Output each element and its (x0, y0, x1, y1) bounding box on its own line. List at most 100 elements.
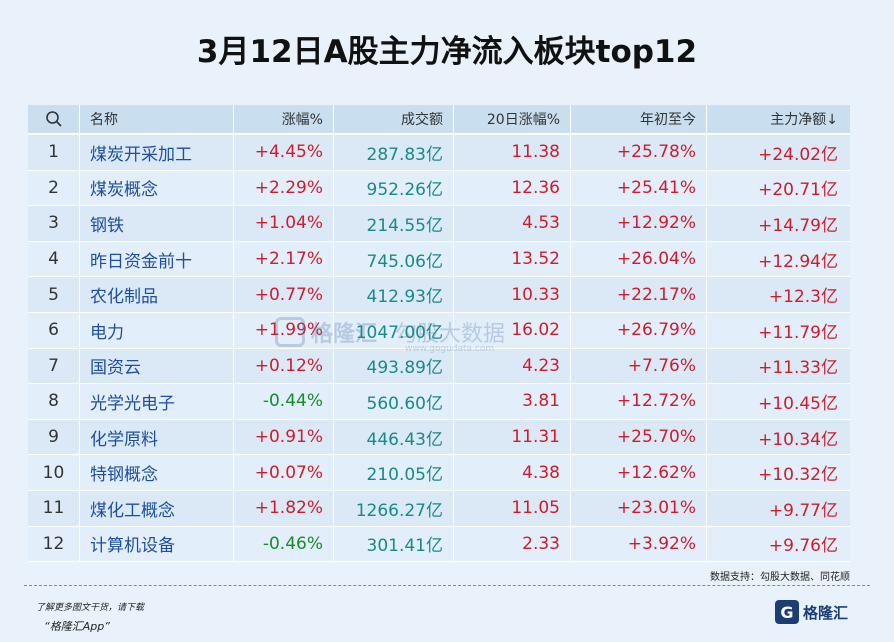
cell-20d-change: 13.52 (454, 241, 571, 277)
cell-20d-change: 16.02 (454, 312, 571, 348)
cell-volume: 745.06亿 (334, 241, 454, 277)
cell-change: +1.82% (234, 490, 334, 526)
table-row[interactable]: 11 煤化工概念 +1.82% 1266.27亿 11.05 +23.01% +9.77亿 (28, 490, 850, 527)
cell-net-inflow: +11.79亿 (758, 322, 838, 343)
cell-volume: 301.41亿 (334, 526, 454, 562)
cell-20d-change: 12.36 (454, 170, 571, 206)
header-net-inflow[interactable]: 主力净额↓ (770, 112, 838, 128)
cell-name: 电力 (80, 312, 234, 348)
cell-net-inflow: +24.02亿 (758, 144, 838, 165)
cell-name: 煤炭概念 (80, 170, 234, 206)
cell-net-inflow: +14.79亿 (758, 215, 838, 236)
header-change[interactable]: 涨幅% (234, 105, 334, 133)
header-volume[interactable]: 成交额 (334, 105, 454, 133)
cell-20d-change: 2.33 (454, 526, 571, 562)
cell-volume: 560.60亿 (334, 384, 454, 419)
cell-change: +2.17% (234, 241, 334, 277)
cell-20d-change: 10.33 (454, 277, 571, 312)
sector-table: 名称 涨幅% 成交额 20日涨幅% 年初至今 主力净额↓ 1 煤炭开采加工 +4.4… (28, 105, 850, 563)
cell-ytd: +26.79% (571, 312, 707, 348)
cell-change: +0.77% (234, 277, 334, 312)
brand[interactable]: G 格隆汇 (774, 600, 848, 624)
cell-ytd: +7.76% (571, 348, 707, 384)
search-icon (45, 111, 62, 127)
cell-name: 化学原料 (80, 419, 234, 455)
cell-change: +1.04% (234, 206, 334, 241)
table-row[interactable]: 6 电力 +1.99% 1047.00亿 16.02 +26.79% +11.79亿 (28, 312, 850, 349)
header-20d-change[interactable]: 20日涨幅% (454, 105, 571, 133)
cell-20d-change: 3.81 (454, 384, 571, 419)
table-row[interactable]: 7 国资云 +0.12% 493.89亿 4.23 +7.76% +11.33亿 (28, 348, 850, 385)
table-row[interactable]: 1 煤炭开采加工 +4.45% 287.83亿 11.38 +25.78% +24.02亿 (28, 135, 850, 171)
table-row[interactable]: 3 钢铁 +1.04% 214.55亿 4.53 +12.92% +14.79亿 (28, 206, 850, 242)
cell-rank: 5 (28, 277, 80, 312)
cell-net-inflow: +10.34亿 (758, 429, 838, 450)
cell-ytd: +25.78% (571, 135, 707, 170)
cell-volume: 1047.00亿 (334, 312, 454, 348)
header-ytd[interactable]: 年初至今 (571, 105, 707, 133)
cell-rank: 11 (28, 490, 80, 526)
cell-20d-change: 11.31 (454, 419, 571, 455)
cell-name: 煤炭开采加工 (80, 135, 234, 170)
cell-net-inflow: +10.32亿 (758, 465, 838, 486)
cell-rank: 6 (28, 312, 80, 348)
cell-name: 农化制品 (80, 277, 234, 312)
cell-name: 煤化工概念 (80, 490, 234, 526)
cell-change: +2.29% (234, 170, 334, 206)
table-row[interactable]: 2 煤炭概念 +2.29% 952.26亿 12.36 +25.41% +20.71亿 (28, 170, 850, 207)
cell-ytd: +12.72% (571, 384, 707, 419)
cell-volume: 1266.27亿 (334, 490, 454, 526)
cell-ytd: +22.17% (571, 277, 707, 312)
cell-name: 钢铁 (80, 206, 234, 241)
cell-net-inflow: +12.3亿 (768, 287, 838, 308)
table-row[interactable]: 12 计算机设备 -0.46% 301.41亿 2.33 +3.92% +9.76亿 (28, 526, 850, 563)
cell-name: 特钢概念 (80, 455, 234, 490)
table-row[interactable]: 9 化学原料 +0.91% 446.43亿 11.31 +25.70% +10.34亿 (28, 419, 850, 456)
cell-rank: 4 (28, 241, 80, 277)
cell-change: -0.44% (234, 384, 334, 419)
data-source: 数据支持：勾股大数据、同花顺 (710, 572, 850, 583)
cell-name: 昨日资金前十 (80, 241, 234, 277)
table-row[interactable]: 8 光学光电子 -0.44% 560.60亿 3.81 +12.72% +10.45亿 (28, 384, 850, 420)
cell-net-inflow: +12.94亿 (758, 251, 838, 272)
cell-volume: 952.26亿 (334, 170, 454, 206)
cell-net-inflow: +9.77亿 (768, 500, 838, 521)
cell-rank: 7 (28, 348, 80, 384)
promo-line-2: “格隆汇App” (44, 620, 110, 633)
table-row[interactable]: 4 昨日资金前十 +2.17% 745.06亿 13.52 +26.04% +12.94亿 (28, 241, 850, 278)
cell-rank: 10 (28, 455, 80, 490)
cell-net-inflow: +9.76亿 (768, 536, 838, 557)
promo-line-1: 了解更多图文干货，请下载 (36, 603, 145, 613)
cell-rank: 3 (28, 206, 80, 241)
cell-net-inflow: +20.71亿 (758, 180, 838, 201)
cell-net-inflow: +11.33亿 (758, 358, 838, 379)
cell-volume: 214.55亿 (334, 206, 454, 241)
cell-name: 计算机设备 (80, 526, 234, 562)
cell-rank: 1 (28, 135, 80, 170)
cell-name: 光学光电子 (80, 384, 234, 419)
brand-logo-icon: G (774, 600, 799, 624)
table-row[interactable]: 5 农化制品 +0.77% 412.93亿 10.33 +22.17% +12.3亿 (28, 277, 850, 313)
cell-volume: 287.83亿 (334, 135, 454, 170)
cell-20d-change: 11.38 (454, 135, 571, 170)
footer-divider (24, 585, 870, 586)
cell-ytd: +12.92% (571, 206, 707, 241)
cell-rank: 9 (28, 419, 80, 455)
brand-name: 格隆汇 (802, 603, 848, 622)
cell-ytd: +25.41% (571, 170, 707, 206)
header-name[interactable]: 名称 (80, 105, 234, 133)
cell-20d-change: 4.38 (454, 455, 571, 490)
cell-name: 国资云 (80, 348, 234, 384)
cell-20d-change: 4.23 (454, 348, 571, 384)
search-button[interactable] (28, 105, 80, 133)
table-row[interactable]: 10 特钢概念 +0.07% 210.05亿 4.38 +12.62% +10.32亿 (28, 455, 850, 491)
cell-net-inflow: +10.45亿 (758, 393, 838, 414)
cell-volume: 493.89亿 (334, 348, 454, 384)
table-header: 名称 涨幅% 成交额 20日涨幅% 年初至今 主力净额↓ (28, 105, 850, 135)
cell-ytd: +23.01% (571, 490, 707, 526)
cell-rank: 2 (28, 170, 80, 206)
cell-ytd: +3.92% (571, 526, 707, 562)
page-title: 3月12日A股主力净流入板块top12 (196, 34, 698, 70)
cell-ytd: +26.04% (571, 241, 707, 277)
cell-volume: 446.43亿 (334, 419, 454, 455)
